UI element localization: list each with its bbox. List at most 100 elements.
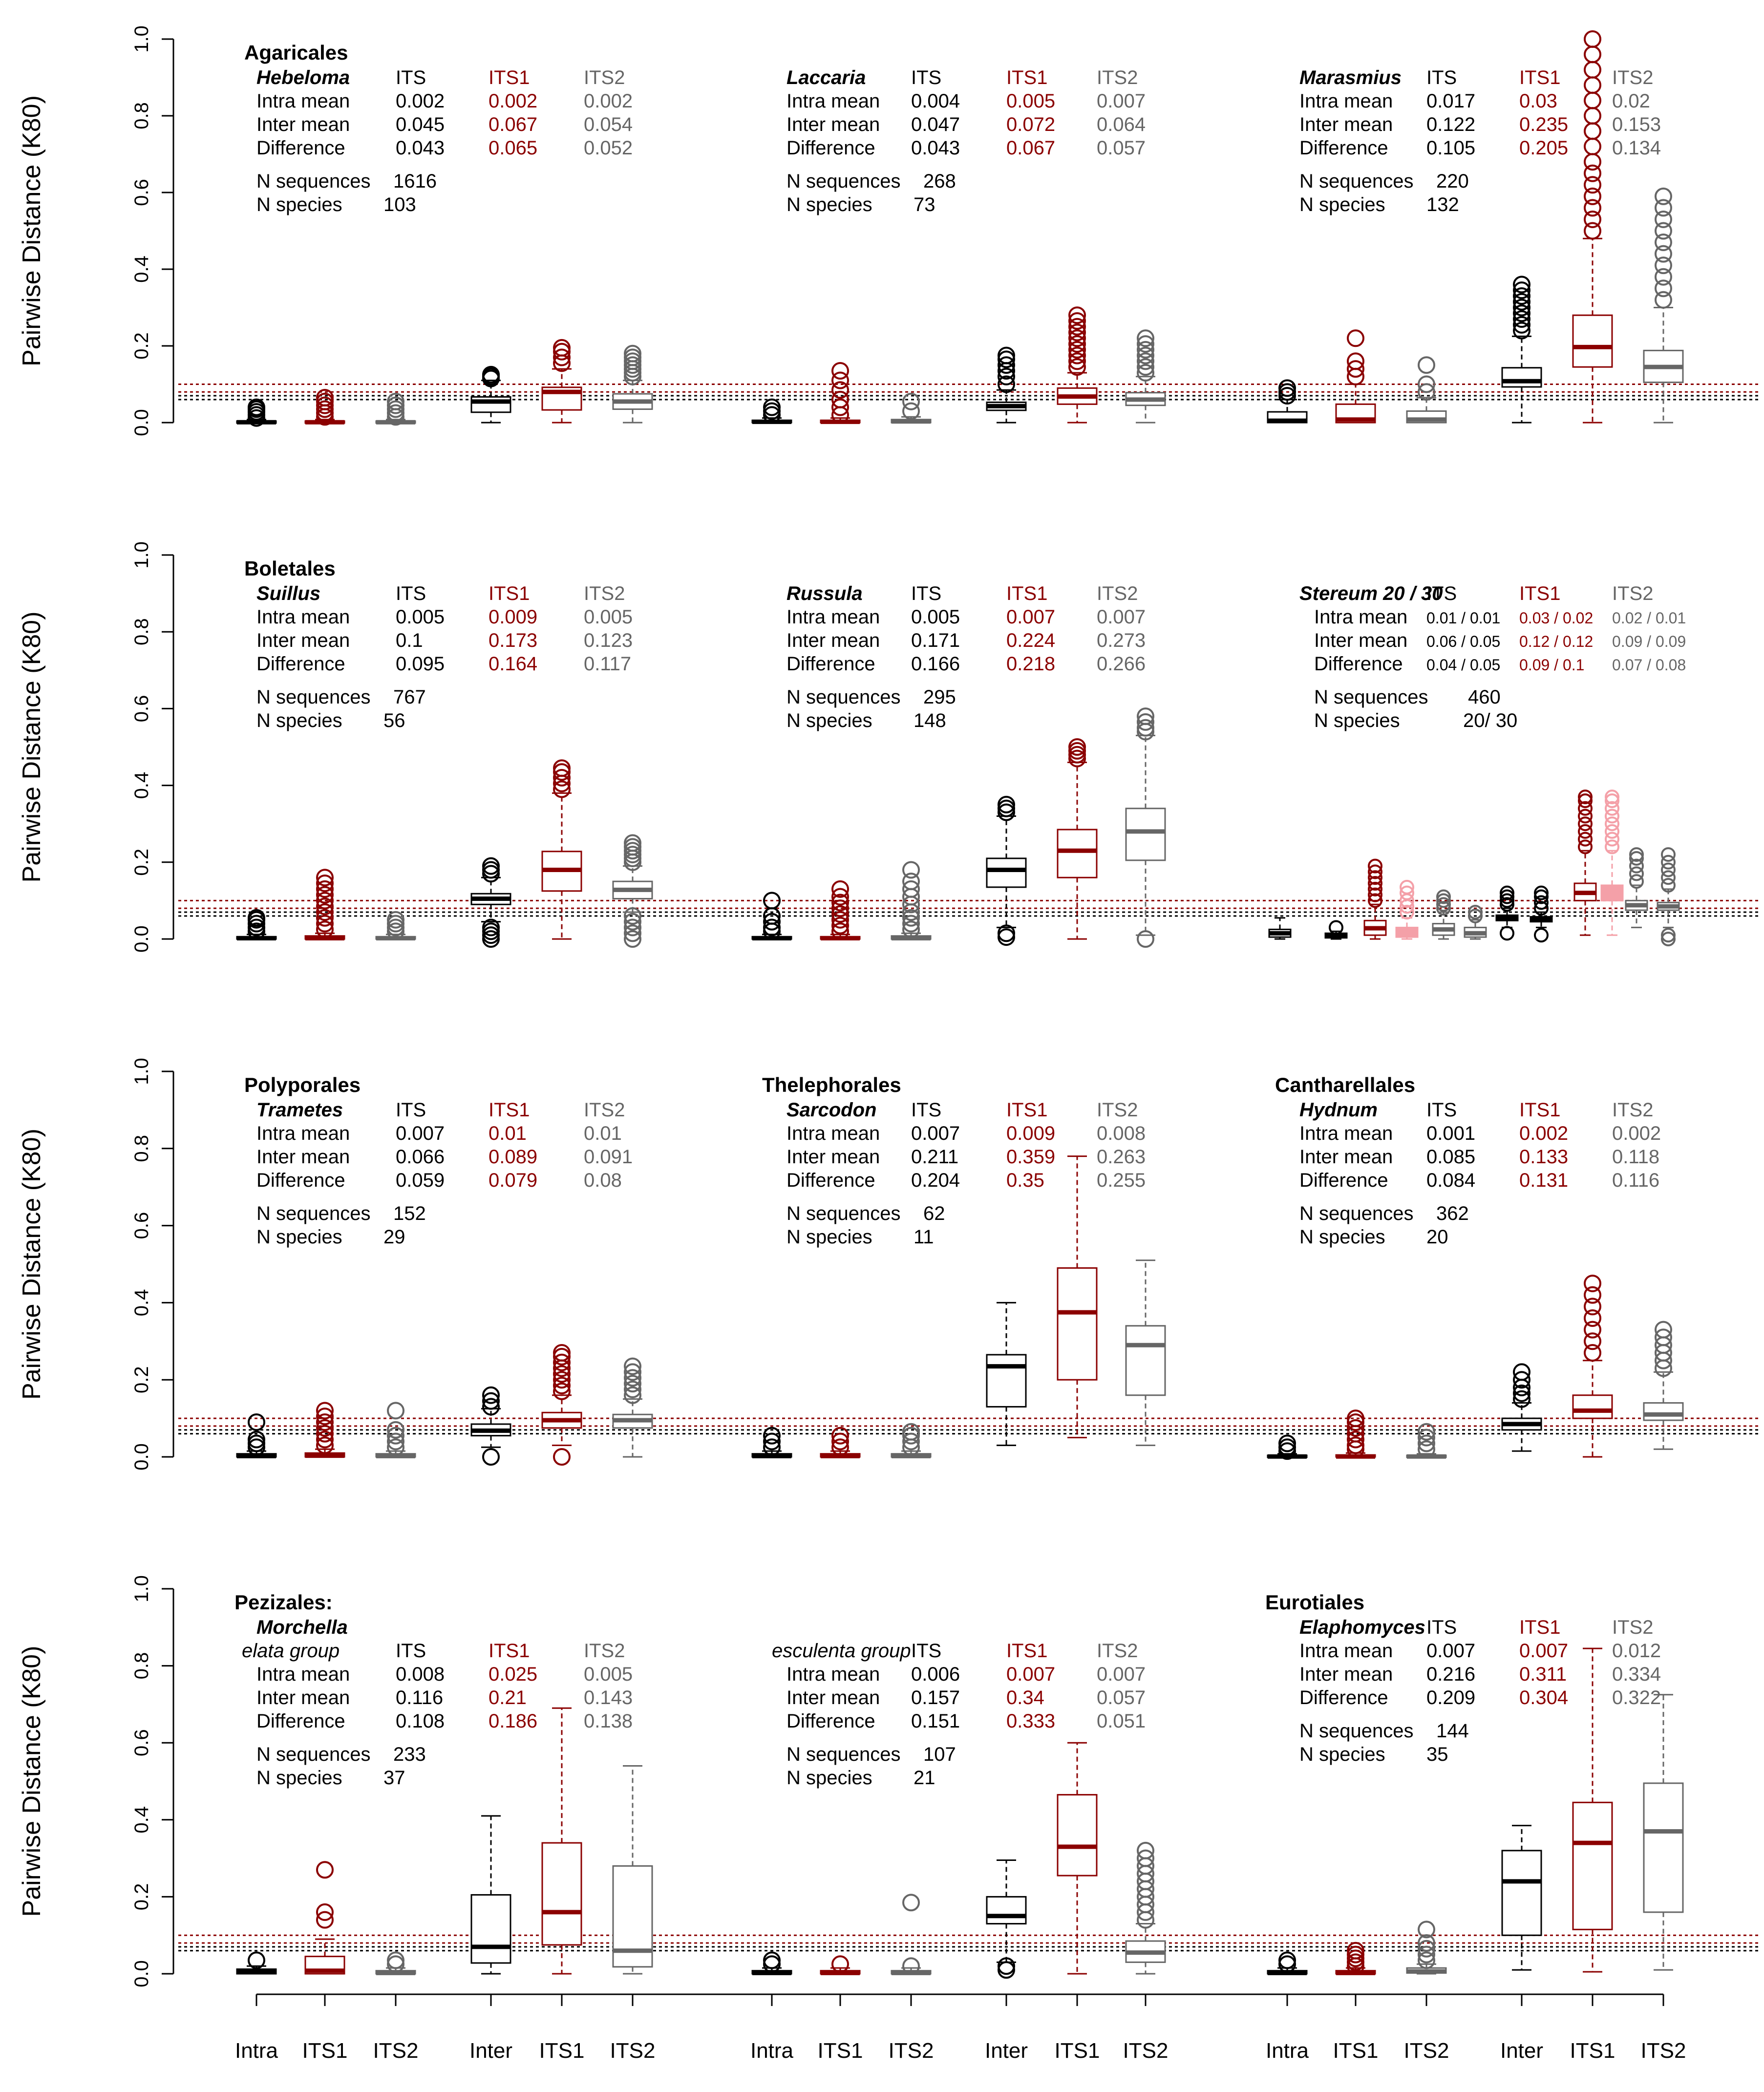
boxplot-hebeloma-3 bbox=[470, 365, 511, 424]
header-its1: ITS1 bbox=[1006, 67, 1047, 88]
outlier-point bbox=[1655, 234, 1672, 252]
outlier-point bbox=[902, 392, 920, 410]
n-species-value: 148 bbox=[914, 710, 946, 731]
y-tick-label: 0.2 bbox=[131, 1883, 152, 1911]
outlier-point bbox=[248, 1413, 265, 1431]
box bbox=[1572, 314, 1613, 368]
y-tick-label: 0.8 bbox=[131, 618, 152, 645]
value-its: 0.209 bbox=[1426, 1687, 1475, 1708]
boxplot-suillus-5 bbox=[612, 834, 653, 948]
row-label: Intra mean bbox=[786, 606, 880, 628]
value-its1: 0.218 bbox=[1006, 653, 1055, 675]
value-its2: 0.057 bbox=[1097, 137, 1146, 159]
outlier-point bbox=[1605, 790, 1619, 805]
outlier-point bbox=[1629, 847, 1644, 862]
outlier-point bbox=[998, 346, 1015, 364]
outlier-point bbox=[1578, 824, 1593, 839]
order-title: Cantharellales bbox=[1275, 1073, 1415, 1096]
outlier-point bbox=[1661, 932, 1676, 946]
value-its: 0.095 bbox=[396, 653, 445, 675]
outlier-point bbox=[248, 1434, 265, 1452]
outlier-point bbox=[1137, 335, 1154, 353]
outlier-point bbox=[1368, 858, 1382, 874]
boxplot-suillus-2 bbox=[375, 911, 416, 940]
box bbox=[1057, 1267, 1098, 1381]
outlier-point bbox=[624, 344, 641, 363]
outlier-point bbox=[1347, 360, 1364, 378]
outlier-point bbox=[1584, 222, 1601, 240]
value-its: 0.004 bbox=[911, 90, 960, 112]
value-its: 0.017 bbox=[1426, 90, 1475, 112]
outlier-point bbox=[998, 356, 1015, 374]
y-tick-label: 0.6 bbox=[131, 179, 152, 206]
outlier-point bbox=[831, 1955, 849, 1973]
n-sequences-value: 295 bbox=[923, 686, 956, 708]
boxplot-stereum-20-/-30-2 bbox=[1363, 858, 1387, 940]
outlier-point bbox=[316, 909, 334, 927]
value-its2: 0.054 bbox=[584, 114, 633, 135]
boxplot-laccaria-4 bbox=[1057, 306, 1098, 424]
boxplot-marasmius-5 bbox=[1643, 187, 1684, 424]
n-sequences-value: 1616 bbox=[393, 171, 437, 192]
outlier-point bbox=[482, 1386, 500, 1404]
outlier-point bbox=[1368, 876, 1382, 891]
header-its2: ITS2 bbox=[1097, 67, 1138, 88]
outlier-point bbox=[1400, 879, 1414, 895]
outlier-point bbox=[1068, 358, 1086, 376]
outlier-point bbox=[831, 362, 849, 380]
header-its: ITS bbox=[1426, 1617, 1457, 1638]
outlier-point bbox=[1278, 1438, 1296, 1456]
box bbox=[1643, 1402, 1684, 1421]
boxplot--0 bbox=[751, 1951, 792, 1975]
outlier-point bbox=[1534, 901, 1549, 916]
outlier-point bbox=[1584, 1344, 1601, 1362]
n-species-label: N species bbox=[256, 1767, 342, 1789]
header-its: ITS bbox=[396, 67, 426, 88]
outlier-point bbox=[1661, 862, 1676, 877]
outlier-point bbox=[624, 1363, 641, 1381]
boxplot-laccaria-1 bbox=[820, 362, 861, 424]
value-its1: 0.002 bbox=[489, 90, 537, 112]
x-tick-label: ITS1 bbox=[818, 2039, 863, 2063]
outlier-point bbox=[1329, 920, 1343, 935]
boxplot-marasmius-4 bbox=[1572, 30, 1613, 424]
box bbox=[986, 857, 1027, 888]
outlier-point bbox=[1418, 1934, 1435, 1952]
y-tick-label: 0.0 bbox=[131, 1443, 152, 1471]
boxplot-hydnum-0 bbox=[1267, 1434, 1308, 1460]
value-its2: 0.263 bbox=[1097, 1146, 1146, 1168]
n-species-label: N species bbox=[786, 710, 872, 731]
header-its: ITS bbox=[396, 1640, 426, 1662]
boxplot-trametes-5 bbox=[612, 1357, 653, 1458]
outlier-point bbox=[1513, 1384, 1530, 1402]
outlier-point bbox=[482, 1448, 500, 1466]
boxplot-sarcodon-3 bbox=[986, 1302, 1027, 1446]
value-its1: 0.09 / 0.1 bbox=[1519, 656, 1584, 674]
outlier-point bbox=[902, 920, 920, 939]
value-its1: 0.205 bbox=[1519, 137, 1568, 159]
value-its: 0.166 bbox=[911, 653, 960, 675]
outlier-point bbox=[763, 398, 781, 416]
outlier-point bbox=[1584, 91, 1601, 109]
x-tick-label: ITS2 bbox=[610, 2039, 656, 2063]
value-its: 0.005 bbox=[396, 606, 445, 628]
outlier-point bbox=[1368, 893, 1382, 908]
boxplot-morchella-5 bbox=[612, 1765, 653, 1975]
outlier-point bbox=[1068, 329, 1086, 347]
outlier-point bbox=[624, 1357, 641, 1375]
y-tick-label: 0.4 bbox=[131, 1806, 152, 1834]
outlier-point bbox=[763, 918, 781, 937]
outlier-point bbox=[902, 880, 920, 898]
outlier-point bbox=[831, 905, 849, 923]
outlier-point bbox=[1584, 1286, 1601, 1304]
outlier-point bbox=[1418, 383, 1435, 401]
y-tick-label: 0.2 bbox=[131, 332, 152, 360]
box bbox=[1125, 808, 1166, 861]
value-its: 0.045 bbox=[396, 114, 445, 135]
header-its1: ITS1 bbox=[489, 1099, 530, 1121]
header-its: ITS bbox=[1426, 67, 1457, 88]
outlier-point bbox=[1068, 341, 1086, 359]
outlier-point bbox=[624, 930, 641, 948]
